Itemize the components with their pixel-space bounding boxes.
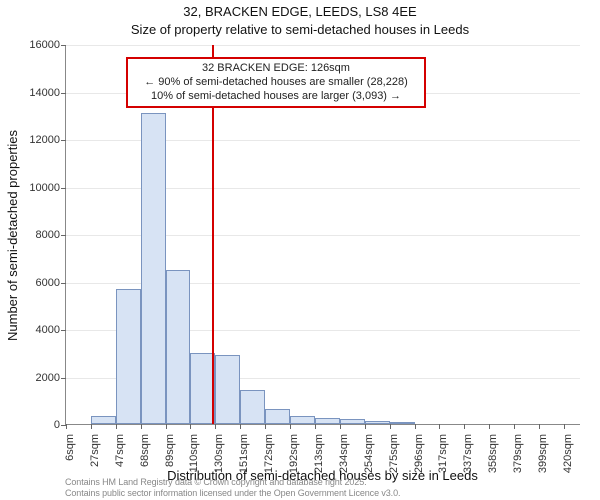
annotation-line1: 32 BRACKEN EDGE: 126sqm [134,62,418,76]
y-tick-label: 10000 [10,182,60,194]
x-tick-mark [415,424,416,429]
x-tick-mark [539,424,540,429]
histogram-bar [240,390,265,424]
x-tick-mark [66,424,67,429]
chart-title-line1: 32, BRACKEN EDGE, LEEDS, LS8 4EE [0,4,600,19]
chart-viewport: 32, BRACKEN EDGE, LEEDS, LS8 4EE Size of… [0,0,600,500]
grid-line [66,45,580,46]
x-tick-mark [215,424,216,429]
x-tick-mark [464,424,465,429]
x-tick-mark [365,424,366,429]
annotation-box: 32 BRACKEN EDGE: 126sqm← 90% of semi-det… [126,57,426,108]
y-tick-label: 8000 [10,229,60,241]
y-tick-mark [61,93,66,94]
x-tick-mark [141,424,142,429]
x-tick-mark [564,424,565,429]
histogram-bar [116,289,141,424]
x-tick-label: 27sqm [89,434,101,467]
y-tick-label: 14000 [10,87,60,99]
x-tick-mark [91,424,92,429]
y-tick-label: 6000 [10,277,60,289]
y-tick-mark [61,283,66,284]
histogram-bar [166,270,191,424]
y-tick-label: 2000 [10,372,60,384]
x-tick-label: 110sqm [188,434,200,472]
y-tick-mark [61,140,66,141]
histogram-bar [290,416,315,424]
histogram-bar [215,355,240,424]
y-tick-mark [61,45,66,46]
x-tick-mark [514,424,515,429]
histogram-bar [340,419,365,424]
x-tick-mark [439,424,440,429]
x-tick-mark [240,424,241,429]
histogram-bar [141,113,166,424]
x-tick-mark [390,424,391,429]
annotation-line3: 10% of semi-detached houses are larger (… [134,90,418,104]
x-tick-mark [315,424,316,429]
footnote-line1: Contains HM Land Registry data © Crown c… [65,477,400,487]
y-tick-label: 16000 [10,39,60,51]
y-tick-label: 0 [10,419,60,431]
x-tick-mark [290,424,291,429]
y-tick-label: 12000 [10,134,60,146]
histogram-bar [265,409,290,424]
histogram-bar [390,422,415,424]
y-tick-mark [61,188,66,189]
x-tick-mark [116,424,117,429]
y-tick-mark [61,235,66,236]
x-tick-label: 68sqm [139,434,151,467]
plot-area: 6sqm27sqm47sqm68sqm89sqm110sqm130sqm151s… [65,45,580,425]
x-tick-label: 89sqm [164,434,176,467]
x-tick-mark [340,424,341,429]
x-tick-label: 6sqm [64,434,76,461]
x-tick-mark [489,424,490,429]
x-tick-mark [190,424,191,429]
y-tick-mark [61,378,66,379]
annotation-line2: ← 90% of semi-detached houses are smalle… [134,76,418,90]
y-tick-label: 4000 [10,324,60,336]
histogram-bar [91,416,116,424]
footnote-line2: Contains public sector information licen… [65,488,400,498]
y-tick-mark [61,330,66,331]
histogram-bar [315,418,340,424]
histogram-bar [365,421,390,424]
chart-title-line2: Size of property relative to semi-detach… [0,22,600,37]
x-tick-mark [166,424,167,429]
x-tick-mark [265,424,266,429]
x-tick-label: 47sqm [114,434,126,467]
footnote: Contains HM Land Registry data © Crown c… [65,477,400,498]
